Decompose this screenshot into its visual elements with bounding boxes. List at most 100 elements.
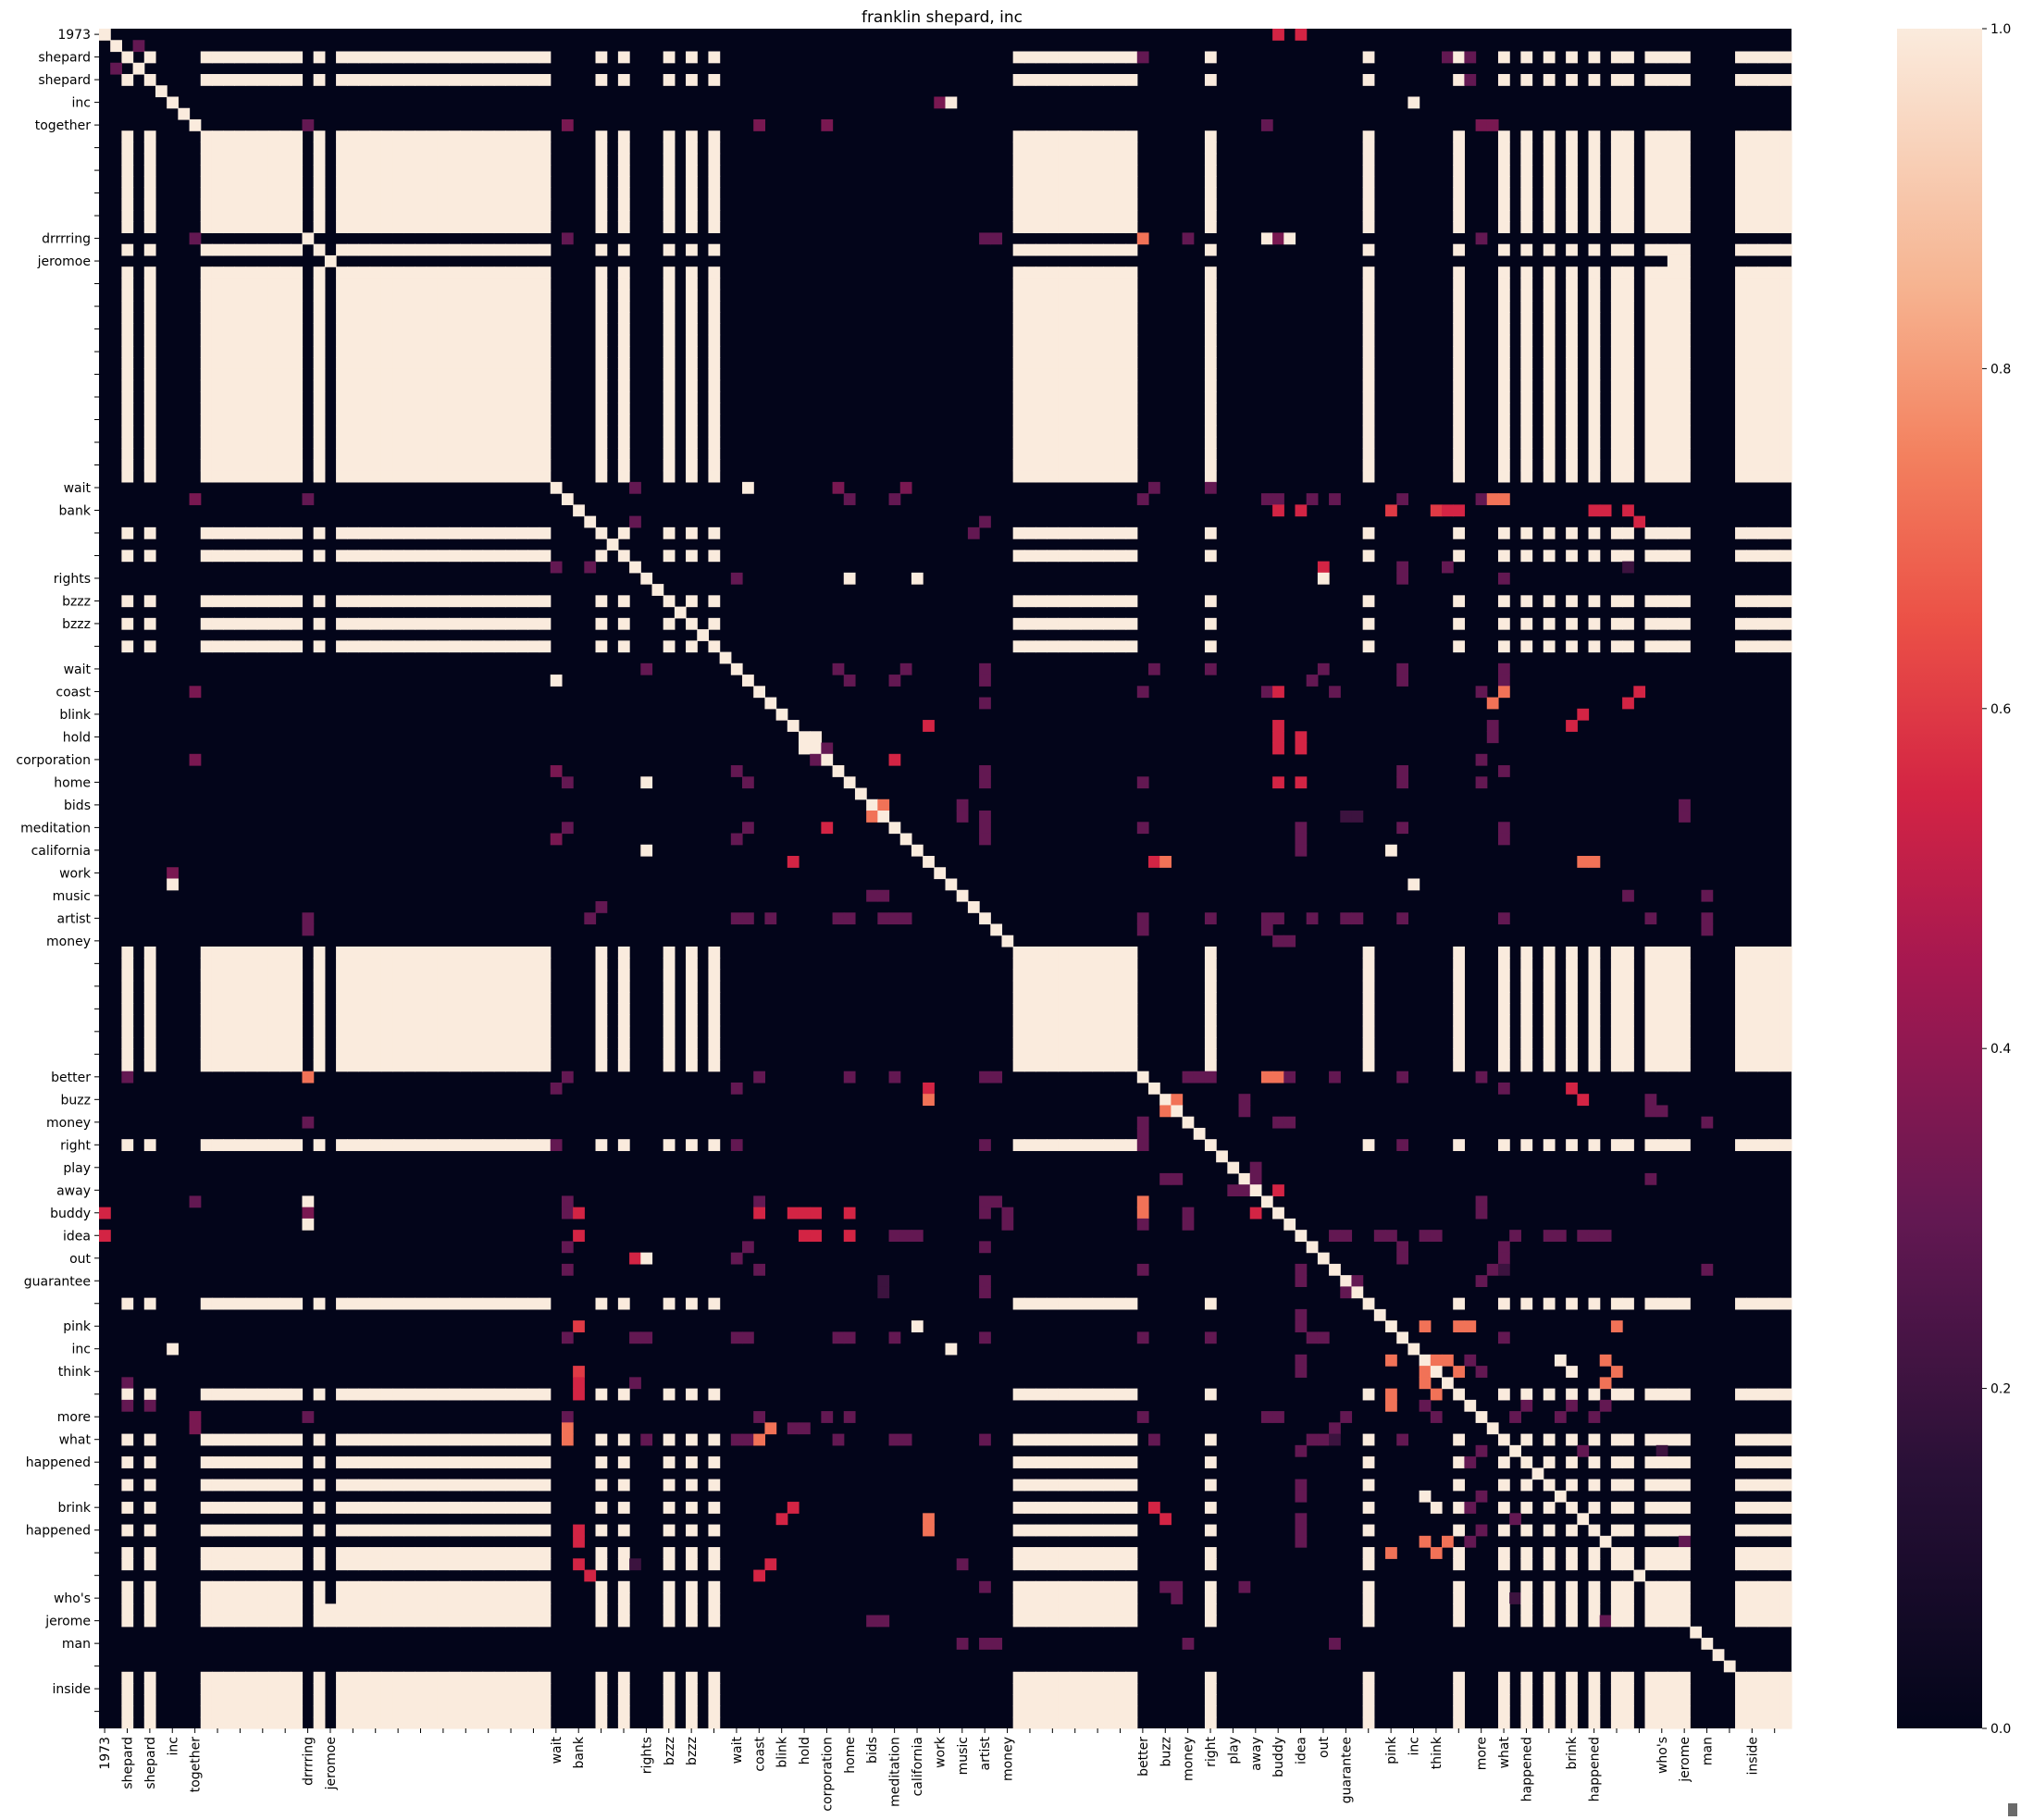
heatmap-cell — [1204, 1547, 1217, 1559]
heatmap-cell — [516, 243, 528, 256]
heatmap-cell — [1103, 1705, 1115, 1718]
heatmap-cell — [380, 526, 393, 539]
heatmap-cell — [267, 221, 280, 234]
heatmap-cell — [1735, 1558, 1747, 1571]
heatmap-cell — [358, 1048, 371, 1061]
heatmap-cell — [1746, 153, 1759, 166]
heatmap-cell — [1655, 946, 1668, 959]
heatmap-cell — [437, 1433, 450, 1446]
heatmap-cell — [267, 390, 280, 403]
heatmap-cell — [245, 300, 258, 313]
heatmap-cell — [1768, 1502, 1781, 1514]
heatmap-cell — [143, 425, 156, 438]
heatmap-cell — [640, 776, 653, 789]
heatmap-cell — [1204, 1592, 1217, 1604]
heatmap-cell — [504, 1297, 517, 1310]
heatmap-cell — [686, 1716, 698, 1729]
heatmap-cell — [245, 640, 258, 653]
heatmap-cell — [708, 617, 721, 630]
heatmap-cell — [426, 991, 439, 1004]
heatmap-cell — [539, 550, 552, 563]
heatmap-cell — [358, 1025, 371, 1038]
heatmap-cell — [234, 1524, 247, 1537]
heatmap-cell — [1655, 1502, 1668, 1514]
heatmap-cell — [437, 550, 450, 563]
heatmap-cell — [1092, 390, 1104, 403]
heatmap-cell — [358, 334, 371, 347]
heatmap-cell — [1543, 969, 1556, 982]
heatmap-cell — [1103, 1014, 1115, 1027]
heatmap-cell — [1114, 278, 1127, 291]
heatmap-cell — [380, 1048, 393, 1061]
heatmap-cell — [267, 266, 280, 279]
heatmap-cell — [1351, 1275, 1364, 1287]
heatmap-cell — [415, 448, 428, 460]
heatmap-cell — [1012, 1671, 1025, 1684]
heatmap-cell — [573, 1230, 585, 1242]
heatmap-cell — [1757, 595, 1770, 608]
heatmap-cell — [1746, 946, 1759, 959]
heatmap-cell — [708, 312, 721, 325]
heatmap-cell — [143, 459, 156, 472]
heatmap-cell — [403, 1694, 416, 1707]
heatmap-cell — [527, 278, 540, 291]
heatmap-cell — [516, 278, 528, 291]
heatmap-cell — [539, 357, 552, 369]
heatmap-cell — [1679, 345, 1691, 358]
heatmap-cell — [1667, 1025, 1680, 1038]
heatmap-cell — [1204, 1603, 1217, 1616]
heatmap-cell — [256, 209, 269, 222]
heatmap-cell — [753, 1263, 765, 1276]
heatmap-cell — [1746, 414, 1759, 427]
heatmap-cell — [448, 1456, 461, 1468]
heatmap-cell — [1779, 640, 1792, 653]
heatmap-cell — [1655, 1479, 1668, 1492]
heatmap-cell — [448, 640, 461, 653]
heatmap-cell — [934, 867, 947, 880]
heatmap-cell — [1644, 51, 1657, 64]
heatmap-cell — [1610, 550, 1623, 563]
heatmap-cell — [211, 73, 224, 86]
heatmap-cell — [1306, 1433, 1319, 1446]
heatmap-cell — [1362, 130, 1375, 143]
heatmap-cell — [1622, 73, 1634, 86]
heatmap-cell — [1047, 1547, 1060, 1559]
heatmap-cell — [437, 1003, 450, 1016]
heatmap-cell — [200, 51, 213, 64]
heatmap-cell — [143, 1683, 156, 1695]
heatmap-cell — [1644, 1388, 1657, 1401]
heatmap-cell — [1430, 1354, 1443, 1367]
heatmap-cell — [1497, 323, 1510, 336]
heatmap-cell — [1667, 414, 1680, 427]
heatmap-cell — [1622, 1036, 1634, 1049]
heatmap-cell — [415, 1388, 428, 1401]
heatmap-cell — [1757, 1615, 1770, 1628]
heatmap-cell — [392, 73, 404, 86]
heatmap-cell — [1667, 1036, 1680, 1049]
heatmap-cell — [1114, 550, 1127, 563]
heatmap-cell — [504, 1671, 517, 1684]
heatmap-cell — [504, 969, 517, 982]
heatmap-cell — [1114, 390, 1127, 403]
heatmap-cell — [143, 278, 156, 291]
heatmap-cell — [708, 1615, 721, 1628]
heatmap-cell — [1497, 1014, 1510, 1027]
heatmap-cell — [460, 312, 472, 325]
heatmap-cell — [1058, 266, 1071, 279]
heatmap-cell — [482, 153, 495, 166]
heatmap-cell — [1080, 1705, 1093, 1718]
heatmap-cell — [663, 357, 676, 369]
heatmap-cell — [1679, 142, 1691, 155]
heatmap-cell — [1622, 561, 1634, 574]
heatmap-cell — [369, 278, 382, 291]
heatmap-cell — [223, 1025, 235, 1038]
heatmap-cell — [1125, 980, 1138, 993]
heatmap-cell — [1362, 379, 1375, 392]
heatmap-cell — [302, 1218, 315, 1231]
heatmap-cell — [686, 390, 698, 403]
heatmap-cell — [313, 73, 326, 86]
heatmap-cell — [256, 640, 269, 653]
heatmap-cell — [1655, 243, 1668, 256]
heatmap-cell — [1103, 1547, 1115, 1559]
heatmap-cell — [539, 243, 552, 256]
